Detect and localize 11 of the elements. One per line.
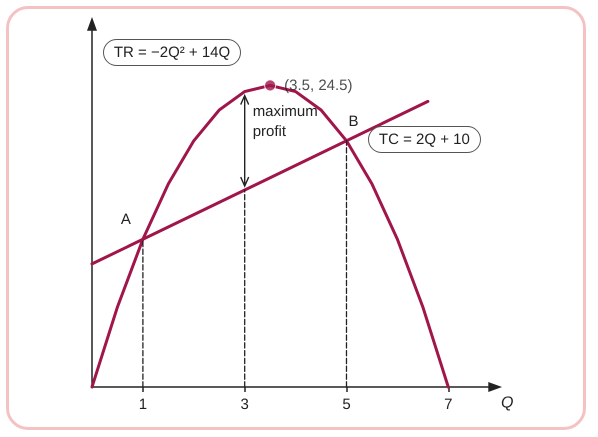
x-tick-label: 5 (342, 396, 351, 413)
series-label: TC = 2Q + 10 (368, 126, 481, 154)
annotation: A (120, 211, 131, 228)
x-tick-label: 7 (444, 396, 452, 413)
annotation: B (348, 112, 358, 130)
x-tick-label: 1 (138, 396, 148, 413)
text: TR = −2Q² + 14Q (102, 39, 242, 66)
data-label: (3.5, 24.5) (284, 76, 353, 94)
annotation: maximum profit (252, 102, 319, 142)
x-tick-label: 3 (240, 396, 249, 413)
x-axis-title: Q (501, 394, 514, 412)
